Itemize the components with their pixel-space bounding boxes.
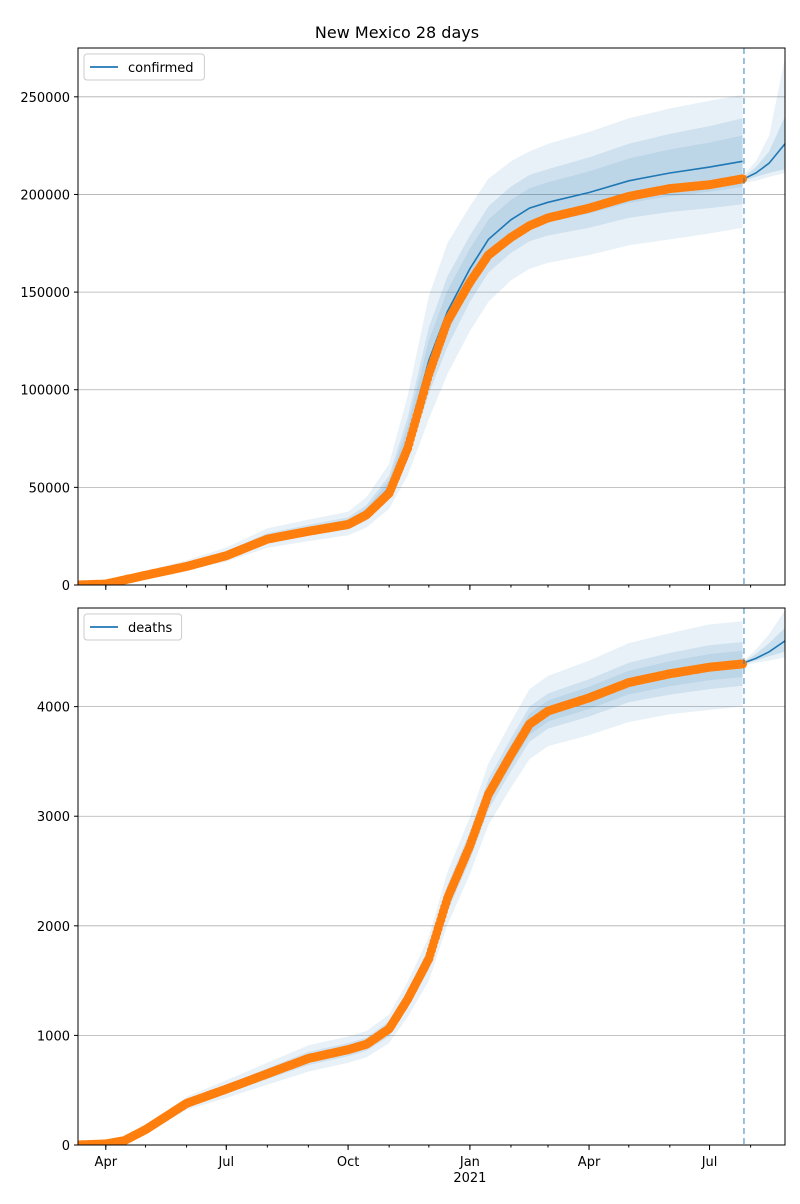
- legend-label: confirmed: [128, 61, 194, 76]
- legend: confirmed: [83, 53, 205, 81]
- x-tick-label: Apr: [95, 1155, 118, 1170]
- legend-label: deaths: [128, 621, 173, 636]
- legend-box: [83, 613, 183, 641]
- uncertainty-band-outer: [78, 621, 743, 1145]
- x-tick-label: Jul: [701, 1155, 718, 1170]
- y-tick-label: 0: [62, 1139, 70, 1154]
- y-tick-label: 3000: [37, 810, 70, 825]
- observed-point: [738, 659, 748, 669]
- y-tick-label: 2000: [37, 920, 70, 935]
- forecast-line: [743, 143, 785, 180]
- y-tick-label: 1000: [37, 1029, 70, 1044]
- y-tick-label: 150000: [20, 286, 70, 301]
- x-tick-label: Jul: [217, 1155, 234, 1170]
- y-tick-label: 0: [62, 579, 70, 594]
- x-tick-label: Apr: [578, 1155, 601, 1170]
- y-tick-label: 100000: [20, 384, 70, 399]
- x-tick-label: Oct: [337, 1155, 359, 1170]
- observed-series: [78, 659, 748, 1145]
- uncertainty-band-inner: [78, 118, 743, 585]
- uncertainty-band-outer: [78, 94, 743, 585]
- y-tick-label: 250000: [20, 91, 70, 106]
- uncertainty-band-core: [78, 135, 743, 585]
- uncertainty-band-inner: [78, 642, 743, 1145]
- model-line: [78, 663, 743, 1145]
- y-tick-label: 50000: [29, 481, 70, 496]
- observed-point: [738, 174, 748, 184]
- legend: deaths: [83, 613, 183, 641]
- legend-box: [83, 53, 205, 81]
- axes-frame: [77, 47, 786, 586]
- confirmed-panel: 0 50000 100000 150000 200000 250000 confirmed: [20, 47, 786, 594]
- axes-frame: [77, 607, 786, 1146]
- uncertainty-band-core: [78, 650, 743, 1145]
- forecast-band-outer: [744, 57, 785, 183]
- x-year-label: 2021: [453, 1171, 486, 1186]
- chart-title: New Mexico 28 days: [315, 23, 479, 42]
- forecast-band-inner: [744, 116, 785, 181]
- y-tick-label: 4000: [37, 701, 70, 716]
- observed-series: [78, 174, 748, 585]
- forecast-band-outer: [744, 610, 785, 665]
- x-tick-label: Jan: [459, 1155, 480, 1170]
- y-tick-label: 200000: [20, 188, 70, 203]
- deaths-panel: 0 1000 2000 3000 4000 Apr Jul Oct Jan Apr Jul 2021 d…: [37, 607, 786, 1186]
- forecast-line: [743, 640, 785, 664]
